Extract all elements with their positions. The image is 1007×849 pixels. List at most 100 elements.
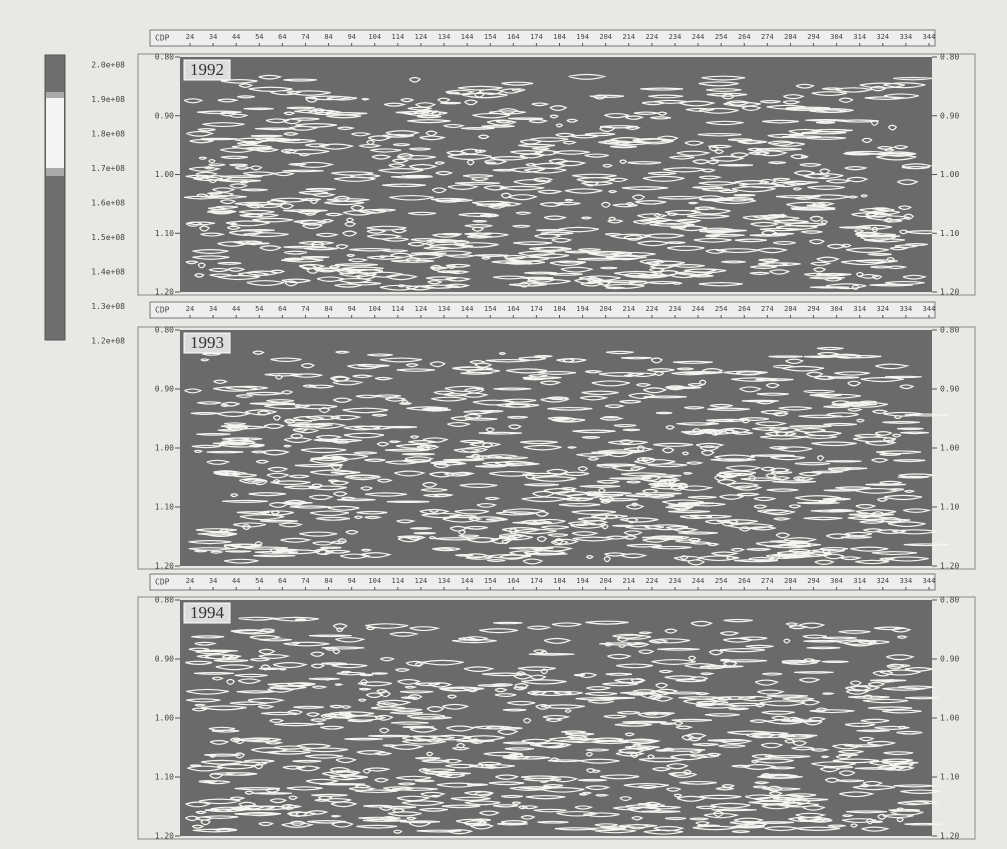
x-tick-label: 244 bbox=[692, 577, 705, 585]
x-tick-label: 314 bbox=[853, 577, 866, 585]
x-tick-label: 124 bbox=[415, 305, 428, 313]
x-tick-label: 284 bbox=[784, 577, 797, 585]
x-tick-label: 124 bbox=[415, 577, 428, 585]
y-tick-label-right: 1.20 bbox=[940, 832, 959, 841]
y-tick-label-right: 1.00 bbox=[940, 444, 959, 453]
x-tick-label: 94 bbox=[347, 305, 355, 313]
x-tick-label: 294 bbox=[807, 33, 820, 41]
x-tick-label: 134 bbox=[438, 33, 451, 41]
x-tick-label: 54 bbox=[255, 577, 263, 585]
colorbar-label: 1.4e+08 bbox=[91, 268, 125, 277]
x-tick-label: 154 bbox=[484, 305, 497, 313]
x-tick-label: 34 bbox=[209, 305, 217, 313]
x-tick-label: 184 bbox=[553, 33, 566, 41]
x-tick-label: 264 bbox=[738, 577, 751, 585]
y-tick-label-right: 0.90 bbox=[940, 655, 959, 664]
x-tick-label: 64 bbox=[278, 577, 286, 585]
x-tick-label: 174 bbox=[530, 577, 543, 585]
x-tick-label: 144 bbox=[461, 33, 474, 41]
y-tick-label-right: 0.80 bbox=[940, 596, 959, 605]
cdp-axis-label: CDP bbox=[155, 578, 170, 587]
x-tick-label: 74 bbox=[301, 33, 309, 41]
x-tick-label: 114 bbox=[392, 33, 405, 41]
cdp-axis-label: CDP bbox=[155, 306, 170, 315]
x-tick-label: 344 bbox=[923, 305, 936, 313]
colorbar-light bbox=[46, 98, 64, 168]
x-tick-label: 164 bbox=[507, 577, 520, 585]
x-tick-label: 104 bbox=[368, 577, 381, 585]
y-tick-label-left: 1.10 bbox=[155, 229, 174, 238]
x-tick-label: 74 bbox=[301, 305, 309, 313]
colorbar-label: 1.8e+08 bbox=[91, 130, 125, 139]
x-tick-label: 304 bbox=[830, 33, 843, 41]
x-tick-label: 234 bbox=[669, 33, 682, 41]
x-tick-label: 244 bbox=[692, 305, 705, 313]
x-tick-label: 274 bbox=[761, 305, 774, 313]
y-tick-label-right: 1.20 bbox=[940, 562, 959, 571]
x-tick-label: 134 bbox=[438, 577, 451, 585]
x-tick-label: 324 bbox=[876, 305, 889, 313]
x-tick-label: 194 bbox=[576, 33, 589, 41]
x-tick-label: 214 bbox=[622, 33, 635, 41]
year-label: 1994 bbox=[190, 603, 225, 622]
x-tick-label: 124 bbox=[415, 33, 428, 41]
x-tick-label: 34 bbox=[209, 33, 217, 41]
x-tick-label: 54 bbox=[255, 33, 263, 41]
y-tick-label-right: 0.80 bbox=[940, 53, 959, 62]
x-tick-label: 234 bbox=[669, 577, 682, 585]
y-tick-label-left: 0.80 bbox=[155, 326, 174, 335]
x-tick-label: 204 bbox=[599, 577, 612, 585]
x-tick-label: 334 bbox=[900, 305, 913, 313]
y-tick-label-right: 1.10 bbox=[940, 773, 959, 782]
x-tick-label: 64 bbox=[278, 305, 286, 313]
colorbar-label: 1.9e+08 bbox=[91, 95, 125, 104]
x-tick-label: 84 bbox=[324, 577, 332, 585]
x-tick-label: 54 bbox=[255, 305, 263, 313]
y-tick-label-left: 1.00 bbox=[155, 714, 174, 723]
y-tick-label-left: 0.80 bbox=[155, 596, 174, 605]
y-tick-label-left: 1.10 bbox=[155, 773, 174, 782]
x-tick-label: 214 bbox=[622, 305, 635, 313]
year-label: 1993 bbox=[190, 333, 224, 352]
x-tick-label: 164 bbox=[507, 33, 520, 41]
x-tick-label: 324 bbox=[876, 33, 889, 41]
x-tick-label: 144 bbox=[461, 577, 474, 585]
x-tick-label: 254 bbox=[715, 305, 728, 313]
y-tick-label-left: 0.80 bbox=[155, 53, 174, 62]
y-tick-label-left: 1.20 bbox=[155, 832, 174, 841]
y-tick-label-left: 1.10 bbox=[155, 503, 174, 512]
colorbar-mid bbox=[46, 168, 64, 176]
x-tick-label: 94 bbox=[347, 577, 355, 585]
x-tick-label: 224 bbox=[646, 33, 659, 41]
x-tick-label: 304 bbox=[830, 577, 843, 585]
x-tick-label: 224 bbox=[646, 577, 659, 585]
x-tick-label: 184 bbox=[553, 305, 566, 313]
x-tick-label: 24 bbox=[186, 33, 194, 41]
x-tick-label: 294 bbox=[807, 577, 820, 585]
x-tick-label: 114 bbox=[392, 305, 405, 313]
x-tick-label: 344 bbox=[923, 33, 936, 41]
x-tick-label: 334 bbox=[900, 33, 913, 41]
x-tick-label: 234 bbox=[669, 305, 682, 313]
x-tick-label: 104 bbox=[368, 305, 381, 313]
x-tick-label: 204 bbox=[599, 33, 612, 41]
y-tick-label-right: 1.00 bbox=[940, 714, 959, 723]
x-tick-label: 214 bbox=[622, 577, 635, 585]
x-tick-label: 44 bbox=[232, 305, 240, 313]
x-tick-label: 274 bbox=[761, 33, 774, 41]
x-tick-label: 164 bbox=[507, 305, 520, 313]
x-tick-label: 244 bbox=[692, 33, 705, 41]
y-tick-label-right: 0.90 bbox=[940, 385, 959, 394]
y-tick-label-right: 1.10 bbox=[940, 503, 959, 512]
y-tick-label-left: 0.90 bbox=[155, 385, 174, 394]
x-tick-label: 284 bbox=[784, 33, 797, 41]
colorbar-label: 1.5e+08 bbox=[91, 233, 125, 242]
y-tick-label-right: 1.10 bbox=[940, 229, 959, 238]
x-tick-label: 24 bbox=[186, 577, 194, 585]
x-tick-label: 184 bbox=[553, 577, 566, 585]
x-tick-label: 194 bbox=[576, 577, 589, 585]
colorbar-label: 1.3e+08 bbox=[91, 302, 125, 311]
y-tick-label-left: 1.20 bbox=[155, 288, 174, 297]
y-tick-label-left: 0.90 bbox=[155, 111, 174, 120]
x-tick-label: 304 bbox=[830, 305, 843, 313]
